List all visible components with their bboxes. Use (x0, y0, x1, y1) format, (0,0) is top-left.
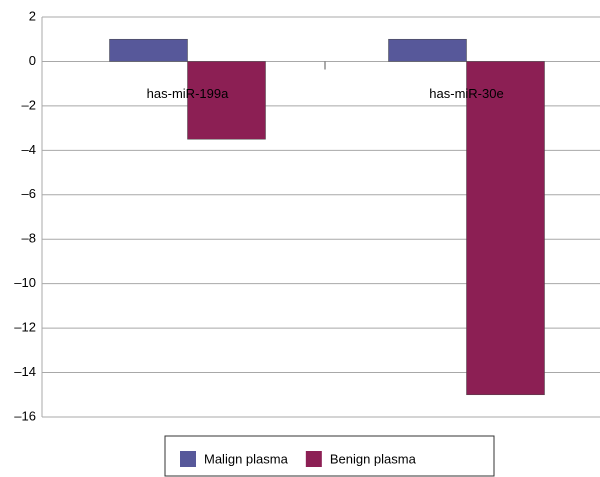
y-tick-label: –16 (14, 408, 36, 423)
legend-swatch (305, 451, 322, 467)
y-tick-label: –2 (22, 97, 36, 112)
y-tick-label: 2 (29, 8, 36, 23)
y-tick-label: –4 (22, 142, 36, 157)
y-tick-label: –8 (22, 231, 36, 246)
legend-label: Benign plasma (330, 451, 417, 466)
y-tick-label: –10 (14, 275, 36, 290)
bar (187, 61, 266, 140)
y-tick-label: 0 (29, 53, 36, 68)
y-tick-label: –6 (22, 186, 36, 201)
bar (466, 61, 545, 396)
y-tick-label: –14 (14, 364, 36, 379)
legend-label: Malign plasma (204, 451, 289, 466)
x-tick-label: has-miR-30e (429, 86, 503, 101)
y-tick-label: –12 (14, 320, 36, 335)
bar (109, 38, 188, 62)
legend-swatch (180, 451, 196, 467)
x-tick-label: has-miR-199a (147, 86, 229, 101)
legend-box (164, 435, 495, 477)
bar (388, 38, 467, 62)
